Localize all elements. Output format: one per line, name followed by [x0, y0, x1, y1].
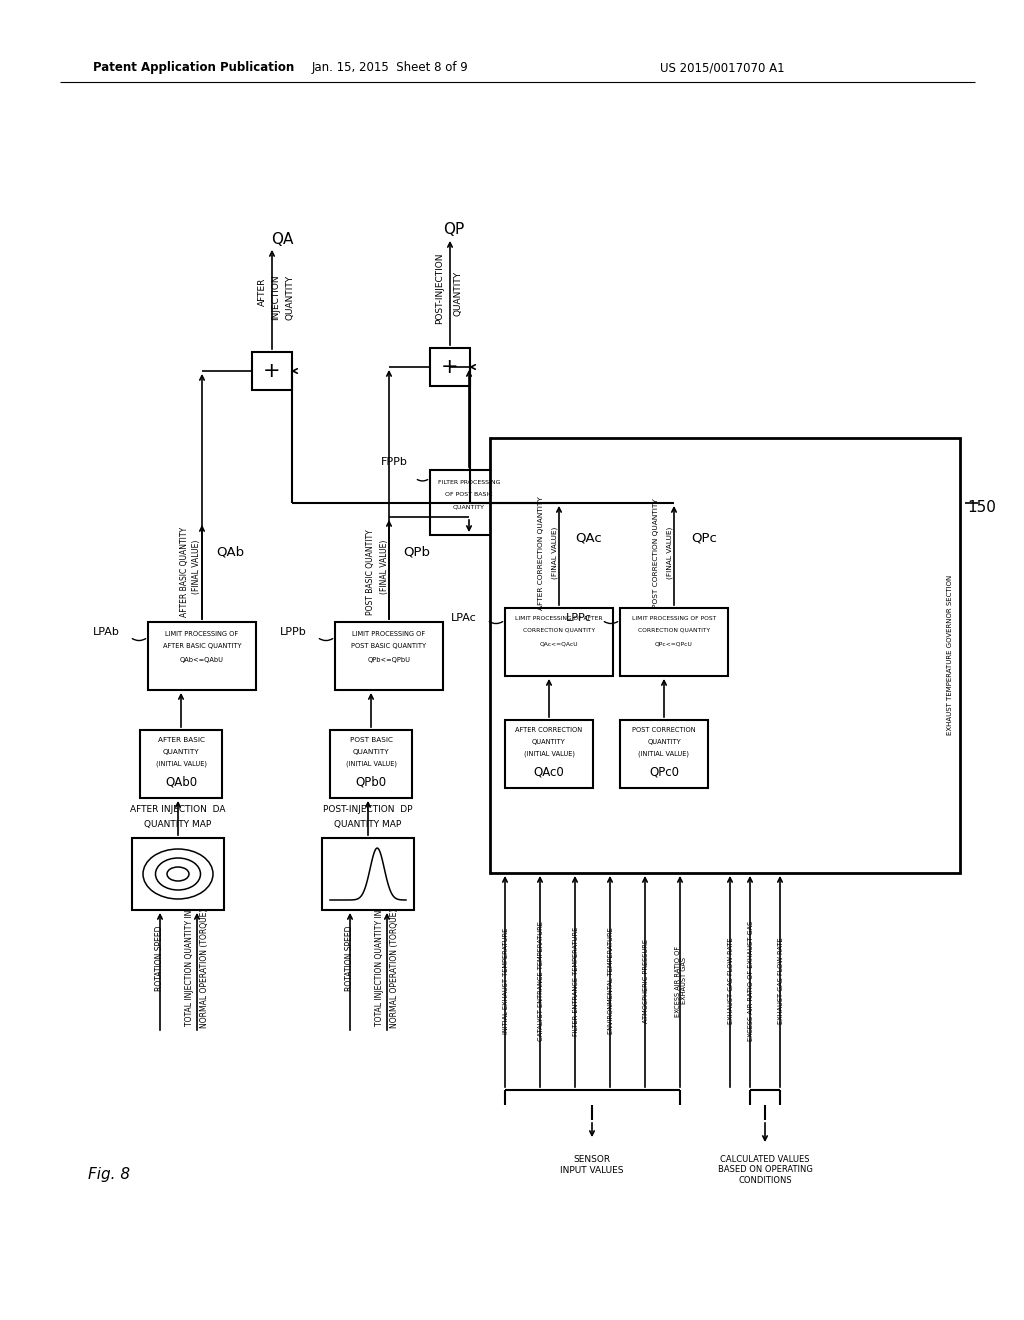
Text: +: + [441, 356, 459, 378]
Text: ROTATION SPEED: ROTATION SPEED [156, 925, 165, 991]
Text: QPb0: QPb0 [355, 776, 387, 788]
Text: ENVIRONMENTAL TEMPERATURE: ENVIRONMENTAL TEMPERATURE [608, 928, 614, 1035]
Text: EXHAUST-GAS FLOW RATE: EXHAUST-GAS FLOW RATE [728, 937, 734, 1024]
Text: CATALYST ENTRANCE TEMPERATURE: CATALYST ENTRANCE TEMPERATURE [538, 921, 544, 1041]
Text: (FINAL VALUE): (FINAL VALUE) [193, 540, 202, 594]
Text: LIMIT PROCESSING OF AFTER: LIMIT PROCESSING OF AFTER [515, 615, 603, 620]
Text: QPb<=QPbU: QPb<=QPbU [368, 657, 411, 663]
Text: TOTAL INJECTION QUANTITY IN: TOTAL INJECTION QUANTITY IN [185, 909, 195, 1026]
Text: AFTER CORRECTION: AFTER CORRECTION [515, 727, 583, 733]
Text: OF POST BASIC: OF POST BASIC [445, 491, 493, 496]
Text: QAb0: QAb0 [165, 776, 197, 788]
Text: TOTAL INJECTION QUANTITY IN: TOTAL INJECTION QUANTITY IN [376, 909, 384, 1026]
Text: QPc<=QPcU: QPc<=QPcU [655, 642, 693, 647]
Text: LPPc: LPPc [566, 612, 592, 623]
Text: POST-INJECTION  DP: POST-INJECTION DP [324, 805, 413, 814]
Text: QA: QA [270, 232, 293, 248]
Text: POST BASIC QUANTITY: POST BASIC QUANTITY [351, 643, 427, 649]
Text: (INITIAL VALUE): (INITIAL VALUE) [156, 760, 207, 767]
Text: POST-INJECTION: POST-INJECTION [435, 252, 444, 323]
Text: (INITIAL VALUE): (INITIAL VALUE) [523, 751, 574, 758]
Text: CALCULATED VALUES
BASED ON OPERATING
CONDITIONS: CALCULATED VALUES BASED ON OPERATING CON… [718, 1155, 812, 1185]
Text: QUANTITY: QUANTITY [454, 271, 463, 315]
Text: LPAc: LPAc [452, 612, 477, 623]
Text: QPb: QPb [403, 545, 430, 558]
Text: LIMIT PROCESSING OF POST: LIMIT PROCESSING OF POST [632, 615, 716, 620]
Text: EXCESS AIR RATIO OF EXHAUST GAS: EXCESS AIR RATIO OF EXHAUST GAS [748, 921, 754, 1041]
Text: QUANTITY: QUANTITY [352, 748, 389, 755]
Text: POST BASIC QUANTITY: POST BASIC QUANTITY [367, 529, 376, 615]
Text: (FINAL VALUE): (FINAL VALUE) [380, 540, 388, 594]
Text: QUANTITY: QUANTITY [532, 739, 566, 744]
Text: LPPb: LPPb [281, 627, 307, 638]
Text: LIMIT PROCESSING OF: LIMIT PROCESSING OF [166, 631, 239, 638]
Bar [620, 719, 708, 788]
Text: FILTER PROCESSING: FILTER PROCESSING [437, 479, 501, 484]
Text: QUANTITY: QUANTITY [453, 504, 485, 510]
Text: LIMIT PROCESSING OF: LIMIT PROCESSING OF [352, 631, 426, 638]
Text: POST CORRECTION QUANTITY: POST CORRECTION QUANTITY [653, 498, 659, 609]
Text: AFTER BASIC QUANTITY: AFTER BASIC QUANTITY [179, 527, 188, 616]
Bar [505, 719, 593, 788]
Text: QUANTITY MAP: QUANTITY MAP [144, 820, 212, 829]
Text: (INITIAL VALUE): (INITIAL VALUE) [639, 751, 689, 758]
Text: Fig. 8: Fig. 8 [88, 1167, 130, 1183]
Text: QP: QP [443, 223, 465, 238]
Text: QUANTITY: QUANTITY [286, 275, 295, 319]
Text: POST CORRECTION: POST CORRECTION [632, 727, 696, 733]
Text: EXHAUST-GAS FLOW RATE: EXHAUST-GAS FLOW RATE [778, 937, 784, 1024]
Text: NORMAL OPERATION (TORQUE): NORMAL OPERATION (TORQUE) [200, 908, 209, 1028]
Text: (FINAL VALUE): (FINAL VALUE) [667, 527, 673, 579]
Text: QAc0: QAc0 [534, 766, 564, 779]
Bar [140, 730, 222, 799]
Text: Patent Application Publication: Patent Application Publication [93, 62, 294, 74]
Text: EXCESS AIR RATIO OF
EXHAUST GAS: EXCESS AIR RATIO OF EXHAUST GAS [675, 945, 687, 1016]
Text: POST BASIC: POST BASIC [349, 737, 392, 743]
Text: ROTATION SPEED: ROTATION SPEED [345, 925, 354, 991]
Text: QUANTITY: QUANTITY [163, 748, 200, 755]
Bar [335, 622, 443, 690]
Bar [330, 730, 412, 799]
Bar [490, 438, 961, 873]
Text: FILTER ENTRANCE TEMPERATURE: FILTER ENTRANCE TEMPERATURE [573, 927, 579, 1036]
Text: Jan. 15, 2015  Sheet 8 of 9: Jan. 15, 2015 Sheet 8 of 9 [311, 62, 468, 74]
Text: CORRECTION QUANTITY: CORRECTION QUANTITY [523, 627, 595, 632]
Text: (INITIAL VALUE): (INITIAL VALUE) [345, 760, 396, 767]
Bar [430, 348, 470, 385]
Text: +: + [263, 360, 281, 381]
Text: QUANTITY MAP: QUANTITY MAP [335, 820, 401, 829]
Text: QAc<=QAcU: QAc<=QAcU [540, 642, 579, 647]
Text: ATMOSPHERIC PRESSURE: ATMOSPHERIC PRESSURE [643, 939, 649, 1023]
Text: AFTER INJECTION  DA: AFTER INJECTION DA [130, 805, 225, 814]
Bar [322, 838, 414, 909]
Text: QPc0: QPc0 [649, 766, 679, 779]
Text: AFTER BASIC QUANTITY: AFTER BASIC QUANTITY [163, 643, 242, 649]
Bar [505, 609, 613, 676]
Text: EXHAUST TEMPERATURE GOVERNOR SECTION: EXHAUST TEMPERATURE GOVERNOR SECTION [947, 576, 953, 735]
Text: QUANTITY: QUANTITY [647, 739, 681, 744]
Text: LPAb: LPAb [93, 627, 120, 638]
Text: US 2015/0017070 A1: US 2015/0017070 A1 [660, 62, 784, 74]
Text: QPc: QPc [691, 532, 717, 544]
Bar [430, 470, 508, 535]
Text: (FINAL VALUE): (FINAL VALUE) [552, 527, 558, 579]
Text: QAc: QAc [575, 532, 602, 544]
Bar [148, 622, 256, 690]
Text: INITIAL EXHAUST TEMPERATURE: INITIAL EXHAUST TEMPERATURE [503, 928, 509, 1034]
Text: NORMAL OPERATION (TORQUE): NORMAL OPERATION (TORQUE) [389, 908, 398, 1028]
Bar [132, 838, 224, 909]
Text: AFTER BASIC: AFTER BASIC [158, 737, 205, 743]
Text: SENSOR
INPUT VALUES: SENSOR INPUT VALUES [560, 1155, 624, 1175]
Bar [620, 609, 728, 676]
Text: AFTER CORRECTION QUANTITY: AFTER CORRECTION QUANTITY [538, 496, 544, 610]
Bar [252, 352, 292, 389]
Text: FPPb: FPPb [381, 457, 408, 467]
Text: 150: 150 [968, 500, 996, 516]
Text: AFTER: AFTER [257, 277, 266, 306]
Text: QAb: QAb [216, 545, 244, 558]
Text: CORRECTION QUANTITY: CORRECTION QUANTITY [638, 627, 710, 632]
Text: INJECTION: INJECTION [271, 275, 281, 319]
Text: QAb<=QAbU: QAb<=QAbU [180, 657, 224, 663]
